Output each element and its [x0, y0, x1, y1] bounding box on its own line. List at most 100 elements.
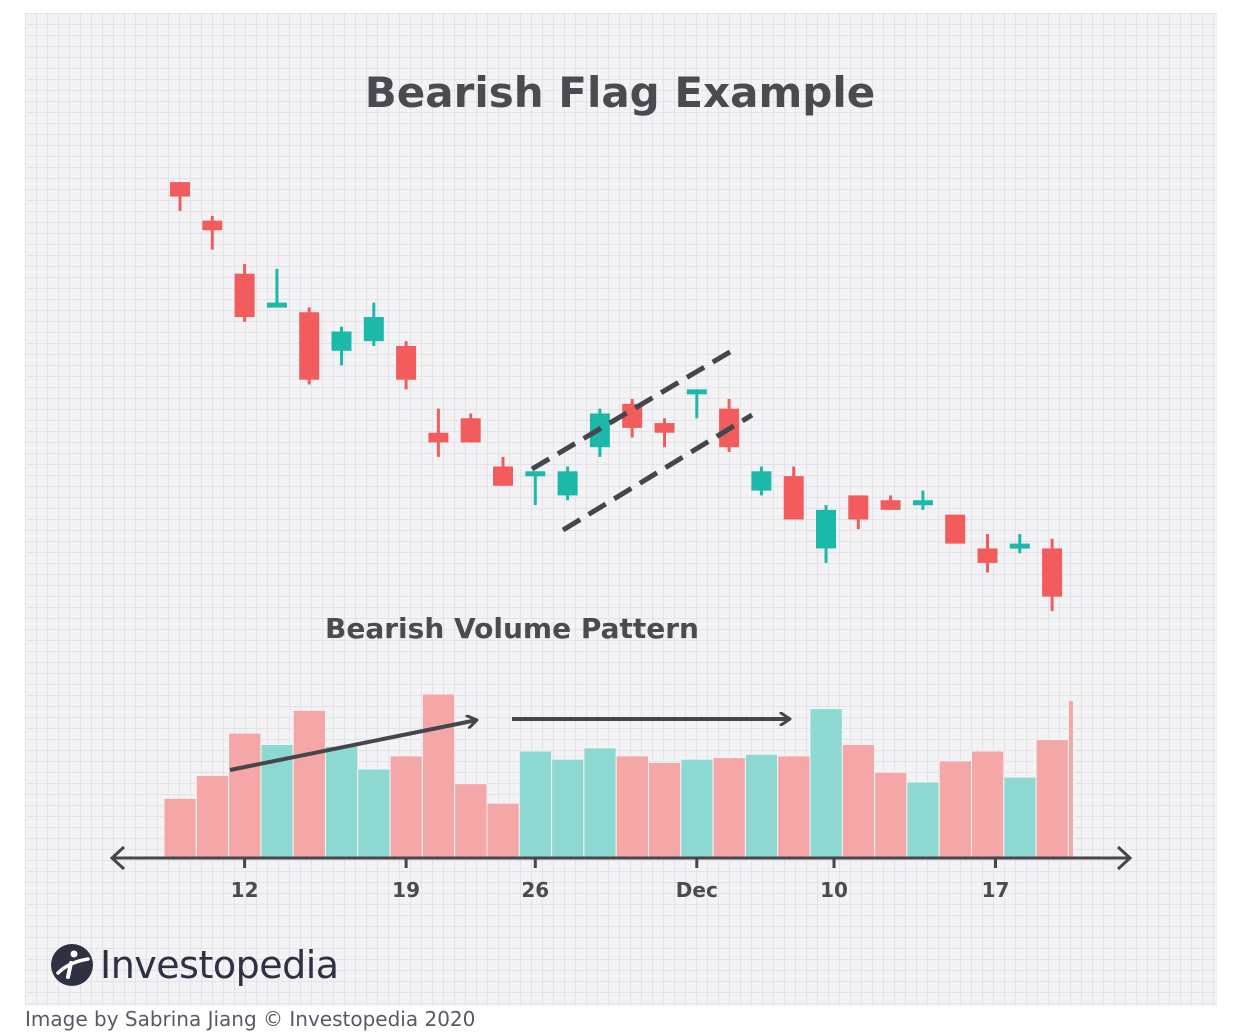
candlestick	[170, 182, 190, 212]
volume-bar	[680, 758, 714, 858]
volume-bar	[1003, 776, 1037, 858]
candlestick	[363, 302, 384, 346]
volume-bar	[389, 755, 423, 858]
candlestick	[848, 495, 869, 530]
candlestick	[234, 264, 255, 322]
candle-body	[1042, 548, 1063, 597]
candle-body	[1009, 543, 1030, 549]
volume-pattern-label: Bearish Volume Pattern	[325, 612, 699, 645]
candlestick	[493, 456, 513, 486]
candlestick	[622, 399, 643, 438]
candlestick	[912, 490, 933, 510]
candlestick	[557, 466, 578, 501]
candle-body	[622, 403, 643, 428]
investopedia-logo-icon	[51, 944, 93, 986]
volume-bar	[712, 757, 746, 858]
candle-body	[816, 509, 836, 549]
chart-title: Bearish Flag Example	[365, 68, 875, 117]
candle-body	[234, 273, 255, 318]
annotation-lines	[229, 346, 790, 772]
x-axis-right-arrow	[1116, 845, 1133, 871]
volume-bar	[228, 732, 262, 858]
candlestick	[1042, 538, 1063, 612]
candlestick	[202, 215, 223, 250]
flag-upper-trendline	[530, 346, 737, 472]
x-tick-label: 26	[521, 878, 549, 902]
candle-body	[396, 345, 417, 380]
candlestick	[686, 389, 707, 419]
candlestick	[945, 514, 966, 544]
volume-bar	[809, 708, 843, 858]
volume-bar	[777, 755, 811, 858]
candlestick	[266, 268, 287, 308]
candle-body	[525, 471, 546, 477]
flag-lower-trendline	[561, 412, 754, 533]
candle-body	[751, 471, 772, 491]
x-axis: 12 19 26 Dec 10 17	[109, 845, 1133, 902]
x-tick-label: Dec	[676, 878, 718, 902]
candlestick	[719, 399, 740, 453]
candle-body	[912, 500, 933, 506]
candlestick	[783, 466, 804, 520]
volume-bar	[454, 783, 488, 858]
candlestick	[880, 495, 901, 510]
candle-body	[557, 471, 578, 496]
volume-bar	[1067, 700, 1074, 858]
candle-body	[945, 514, 966, 544]
candle-body	[170, 182, 190, 197]
candle-body	[428, 432, 449, 443]
candlestick	[428, 408, 449, 457]
volume-bar	[648, 761, 682, 858]
volume-bar	[260, 744, 294, 858]
volume-bar	[325, 745, 359, 858]
candle-body	[331, 331, 352, 351]
candlestick	[299, 307, 320, 385]
candlestick	[654, 418, 675, 448]
candlestick	[460, 413, 481, 443]
candlestick	[525, 471, 546, 506]
x-axis-left-arrow	[109, 845, 126, 871]
x-tick-label: 10	[820, 878, 848, 902]
candle-body	[299, 312, 320, 380]
candle-body	[266, 302, 287, 308]
volume-bar	[971, 750, 1005, 858]
investopedia-logo: Investopedia	[50, 940, 339, 990]
logo-text: Investopedia	[100, 943, 339, 987]
candlestick	[331, 326, 352, 366]
candle-body	[202, 220, 223, 231]
candlestick	[1009, 533, 1030, 554]
candlestick	[751, 466, 772, 496]
candle-body	[783, 476, 804, 520]
volume-bar	[357, 768, 391, 858]
volume-bar	[874, 771, 908, 858]
candlestick	[396, 341, 417, 390]
candle-body	[493, 466, 513, 486]
x-tick-label: 17	[982, 878, 1010, 902]
image-credit: Image by Sabrina Jiang © Investopedia 20…	[25, 1007, 476, 1031]
candle-body	[880, 500, 901, 510]
candlesticks	[170, 182, 1063, 612]
candle-body	[654, 423, 675, 433]
volume-bar	[292, 709, 327, 858]
candle-body	[363, 317, 384, 342]
volume-bar	[841, 744, 876, 858]
x-tick-label: 12	[231, 878, 259, 902]
candlestick	[816, 505, 836, 563]
volume-bar	[615, 755, 650, 858]
volume-bar	[583, 747, 617, 858]
volume-rising-arrow	[229, 720, 477, 772]
volume-bar	[1035, 739, 1069, 858]
volume-bar	[906, 781, 940, 858]
volume-bar	[551, 758, 585, 858]
x-tick-label: 19	[392, 878, 420, 902]
volume-bar	[938, 760, 973, 858]
volume-bar	[486, 802, 520, 858]
volume-bar	[195, 775, 230, 858]
candle-body	[977, 548, 998, 563]
candle-body	[848, 495, 869, 520]
candlestick	[977, 533, 998, 573]
volume-bar	[744, 753, 779, 858]
volume-bar	[518, 750, 553, 858]
volume-bars	[163, 693, 1074, 858]
